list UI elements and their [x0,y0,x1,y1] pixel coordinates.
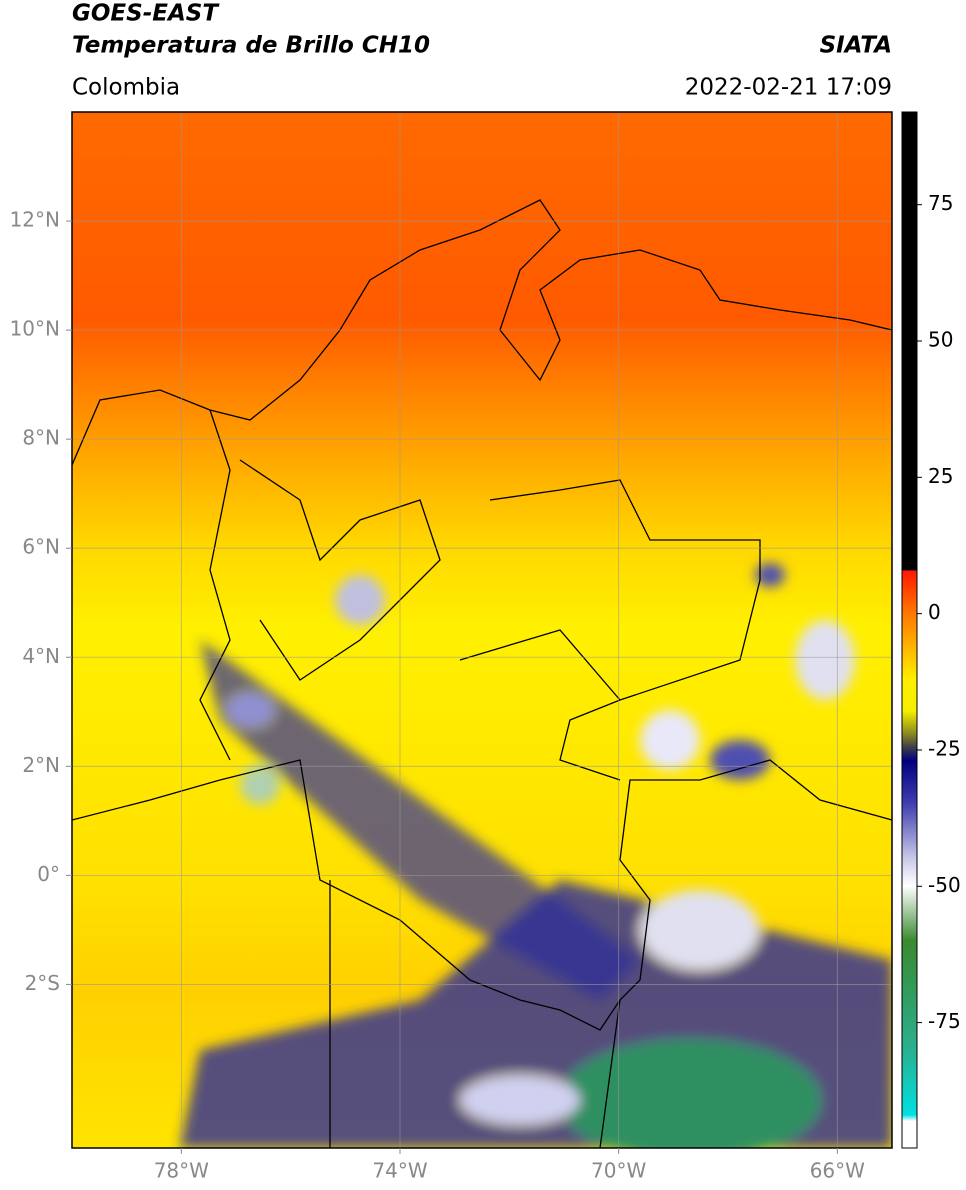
grid [72,112,892,1148]
colorbar-tick-label: 75 [928,191,953,215]
y-tick-label: 10°N [10,317,60,341]
y-tick-label: 2°S [25,971,60,995]
colorbar-tick-label: -25 [928,736,961,760]
x-tick-label: 74°W [372,1159,427,1183]
colorbar-tick-label: -50 [928,873,961,897]
title: GOES-EAST [72,1,220,27]
y-tick-label: 0° [37,862,60,886]
colorbar [901,111,918,1149]
x-tick-label: 78°W [154,1159,209,1183]
subtitle: Temperatura de Brillo CH10 [72,33,430,59]
satellite-image [72,112,892,1148]
y-tick-label: 6°N [22,535,60,559]
colorbar-tick-label: 50 [928,328,953,352]
source: SIATA [820,33,892,59]
y-tick-label: 2°N [22,753,60,777]
x-tick-label: 70°W [591,1159,646,1183]
clouds [180,563,892,1148]
colorbar-tick-label: 0 [928,600,941,624]
colorbar-tick-label: -75 [928,1009,961,1033]
x-tick-label: 66°W [810,1159,865,1183]
region: Colombia [72,75,180,101]
y-tick-label: 12°N [10,208,60,232]
colorbar-tick-label: 25 [928,464,953,488]
y-tick-label: 4°N [22,644,60,668]
datetime: 2022-02-21 17:09 [685,75,892,101]
y-tick-label: 8°N [22,426,60,450]
borders [72,199,892,1148]
map-frame [71,111,893,1149]
